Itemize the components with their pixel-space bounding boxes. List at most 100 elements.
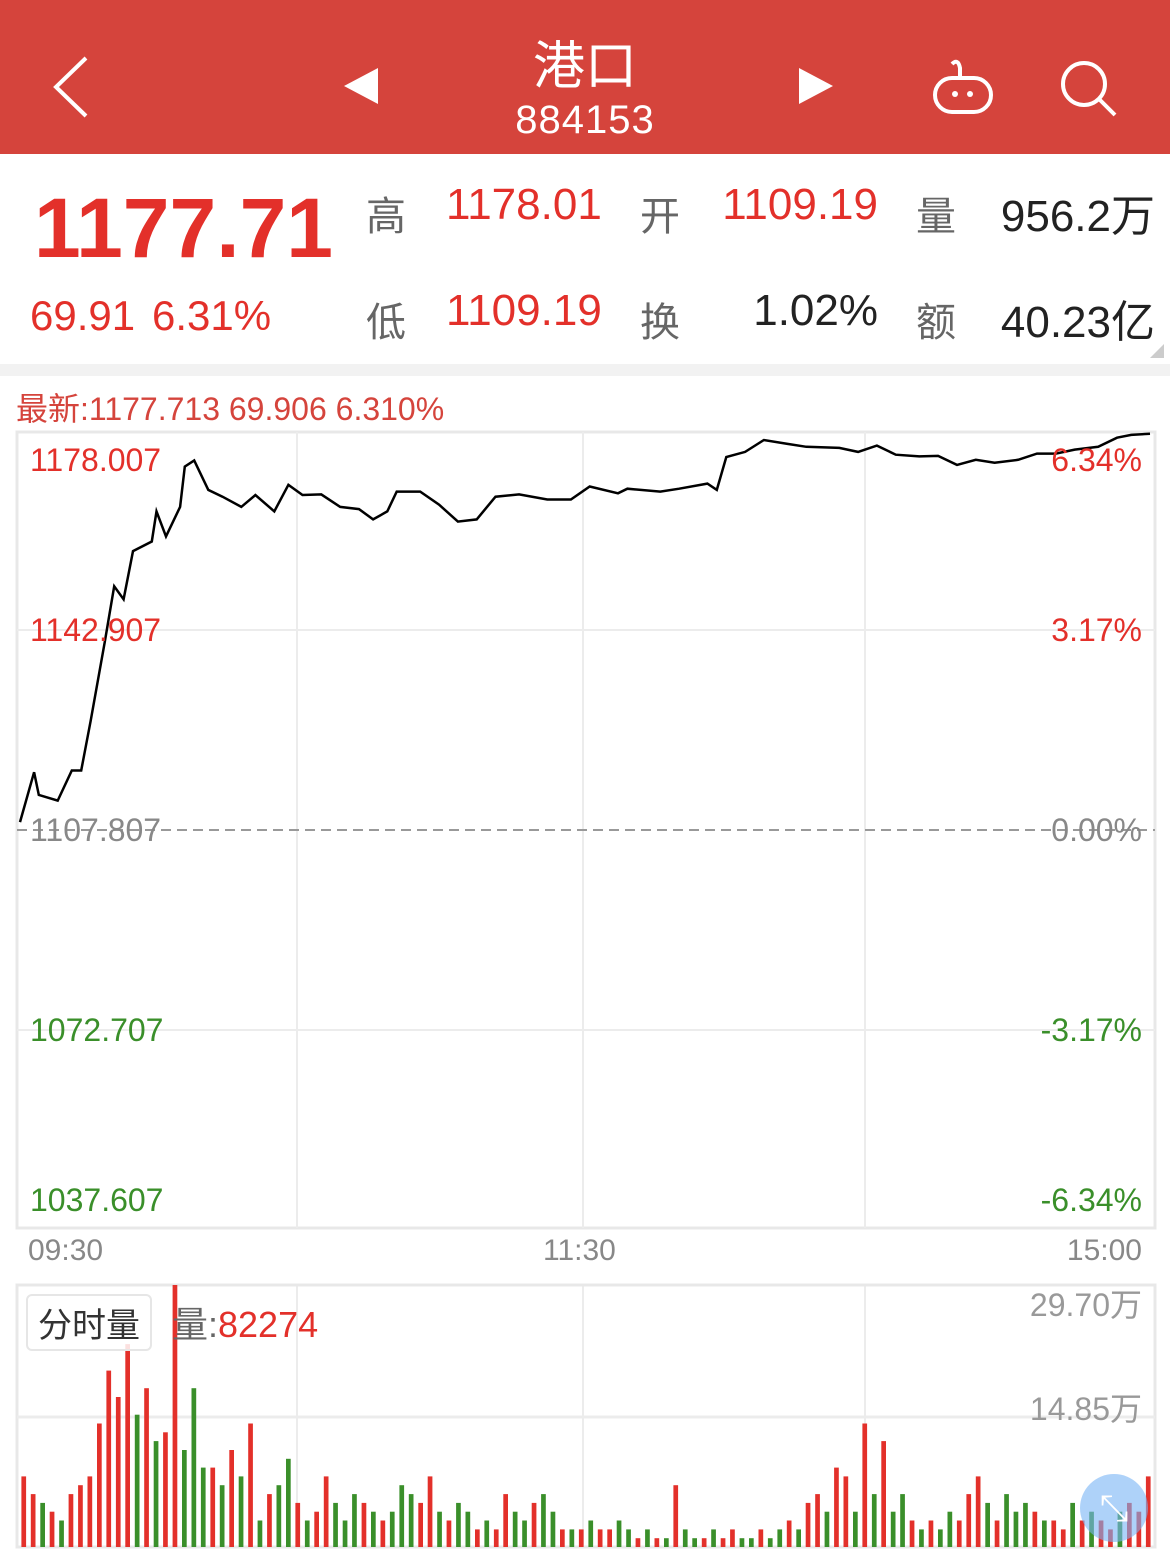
volume-bar [21,1476,27,1547]
volume-bar [1042,1520,1047,1547]
stat-value: 1.02% [753,286,878,335]
back-chevron-icon[interactable] [50,54,90,120]
volume-bar [853,1511,858,1547]
volume-bar [1032,1511,1038,1547]
x-tick: 11:30 [543,1234,616,1267]
volume-bar [645,1529,650,1547]
volume-bar [701,1538,707,1547]
volume-bar [919,1529,924,1547]
volume-bar [909,1520,915,1547]
y-tick-right: 3.17% [1051,612,1142,648]
volume-bar [399,1485,405,1547]
volume-bar [257,1520,263,1547]
volume-bar [371,1511,376,1547]
volume-label: 量: [172,1304,219,1345]
x-tick: 15:00 [1066,1234,1142,1267]
x-tick: 09:30 [28,1234,104,1267]
volume-bar [635,1538,641,1547]
volume-bar [163,1432,168,1547]
volume-mode-button[interactable]: 分时量 [26,1294,152,1351]
volume-bar [1070,1502,1075,1547]
volume-tick: 14.85万 [1029,1391,1142,1427]
stat-label: 高 [366,195,406,239]
volume-bar [550,1511,556,1547]
page-title: 港口 [532,38,637,96]
volume-bar [796,1529,801,1547]
y-tick-left: 1142.907 [30,612,162,648]
volume-bar [115,1397,121,1547]
volume-bar [1051,1520,1057,1547]
volume-bar [248,1423,253,1547]
prev-triangle-icon[interactable] [342,66,380,106]
volume-value: 82274 [218,1304,319,1345]
volume-bar [824,1511,830,1547]
volume-bar [1004,1494,1009,1547]
volume-bar [68,1494,74,1547]
volume-bar [805,1502,811,1547]
stat-value: 40.23亿 [1000,298,1155,347]
volume-bar [531,1502,537,1547]
volume-bar [815,1494,820,1547]
volume-bar [286,1458,291,1547]
volume-bar [134,1414,140,1547]
price-change-pct: 6.31% [152,292,272,339]
stat-value: 1109.19 [722,180,878,229]
search-icon[interactable] [1058,58,1120,120]
volume-bar [200,1467,206,1547]
divider [0,364,1170,376]
volume-bar [767,1538,773,1547]
volume-bar [493,1529,499,1547]
volume-bar [304,1520,310,1547]
stat-label: 开 [640,195,680,239]
volume-bar [739,1538,745,1547]
robot-icon[interactable] [930,58,996,118]
volume-bar [503,1494,508,1547]
expand-arrows-icon[interactable]: ⤡ [1080,1474,1148,1542]
y-tick-right: 6.34% [1051,442,1142,478]
volume-bar [323,1476,329,1547]
volume-bar [437,1511,442,1547]
volume-bar [361,1502,367,1547]
y-tick-right: -6.34% [1040,1182,1142,1218]
volume-bar [994,1520,1000,1547]
volume-bar [975,1476,981,1547]
volume-bar [947,1511,953,1547]
stat-label: 量 [916,195,956,239]
volume-bar [578,1529,584,1547]
volume-bar [928,1520,934,1547]
volume-bar [730,1529,735,1547]
volume-bar [1023,1502,1028,1547]
volume-bar [333,1502,338,1547]
y-tick-left: 1178.007 [30,442,162,478]
volume-bar [418,1502,423,1547]
volume-bar [30,1494,36,1547]
volume-bar [1145,1476,1151,1547]
volume-bar [597,1529,603,1547]
price-change: 69.91 [30,292,136,339]
volume-bar [446,1520,452,1547]
corner-expand-icon[interactable] [1148,342,1166,360]
stat-label: 低 [366,301,406,345]
volume-bar [229,1450,234,1547]
volume-bar [475,1529,480,1547]
volume-bar [408,1494,414,1547]
stock-code: 884153 [515,98,655,142]
volume-bar [342,1520,348,1547]
volume-bar [938,1529,943,1547]
volume-bar [210,1467,216,1547]
volume-bar [588,1520,594,1547]
volume-bar [389,1511,395,1547]
volume-bar [682,1529,688,1547]
volume-bar [522,1520,527,1547]
volume-bar [749,1538,754,1547]
volume-bar [144,1388,149,1547]
volume-bar [966,1494,972,1547]
volume-bar [380,1520,386,1547]
volume-bar [616,1520,622,1547]
volume-bar [352,1494,357,1547]
volume-bar [97,1423,102,1547]
y-tick-left: 1037.607 [30,1182,164,1218]
volume-bar [153,1441,159,1547]
next-triangle-icon[interactable] [797,66,835,106]
volume-tick: 29.70万 [1029,1287,1142,1323]
